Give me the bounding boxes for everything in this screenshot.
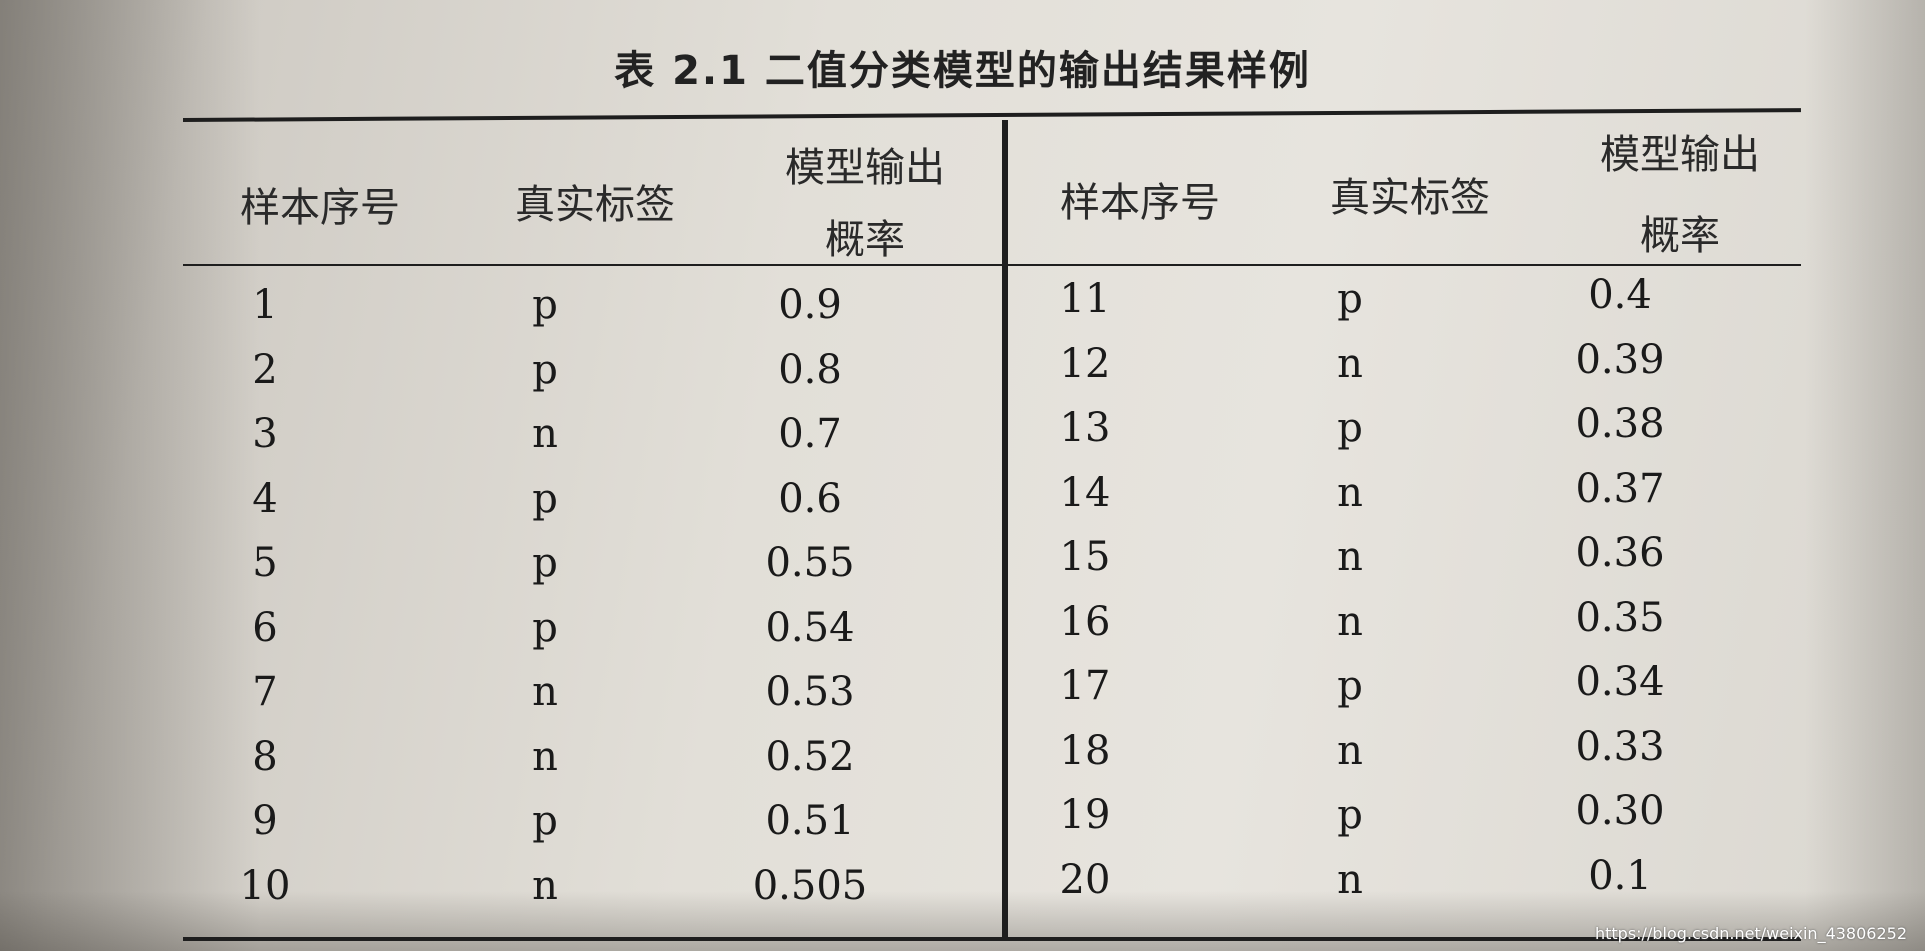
- true-label-cell-right: p: [1337, 405, 1363, 451]
- sample-id-cell-right: 17: [1059, 663, 1111, 709]
- true-label-cell-right: n: [1337, 469, 1363, 516]
- true-label-cell-right: n: [1337, 598, 1363, 645]
- true-label-cell-left: p: [532, 475, 558, 522]
- probability-cell-left: 0.8: [778, 346, 842, 393]
- true-label-cell-left: p: [532, 282, 558, 328]
- true-label-cell-left: p: [532, 346, 558, 393]
- page-shadow-left: [0, 0, 260, 951]
- probability-cell-right: 0.33: [1575, 723, 1665, 770]
- probability-cell-left: 0.54: [765, 604, 855, 651]
- sample-id-cell-right: 14: [1059, 469, 1111, 516]
- sample-id-cell-right: 19: [1059, 792, 1111, 838]
- probability-cell-right: 0.30: [1575, 788, 1665, 834]
- sample-id-cell-right: 11: [1059, 276, 1111, 322]
- table-bottom-rule: [183, 937, 1801, 941]
- true-label-cell-left: n: [532, 669, 558, 715]
- header-true-label-left: 真实标签: [515, 182, 675, 228]
- sample-id-cell-right: 20: [1059, 856, 1111, 903]
- sample-id-cell-left: 3: [252, 411, 278, 457]
- probability-cell-right: 0.39: [1575, 336, 1665, 383]
- probability-cell-left: 0.6: [778, 475, 842, 522]
- sample-id-cell-left: 1: [252, 282, 278, 328]
- sample-id-cell-left: 10: [239, 862, 291, 909]
- true-label-cell-left: n: [532, 411, 558, 457]
- true-label-cell-right: p: [1337, 792, 1363, 838]
- true-label-cell-right: n: [1337, 534, 1363, 580]
- true-label-cell-right: n: [1337, 856, 1363, 903]
- true-label-cell-right: n: [1337, 727, 1363, 774]
- header-probability-right: 概率: [1640, 213, 1720, 259]
- header-probability-left: 概率: [825, 217, 905, 263]
- sample-id-cell-right: 15: [1059, 534, 1111, 580]
- true-label-cell-left: p: [532, 798, 558, 844]
- watermark-text: https://blog.csdn.net/weixin_43806252: [1594, 924, 1907, 943]
- sample-id-cell-left: 6: [252, 604, 278, 651]
- sample-id-cell-left: 8: [252, 733, 278, 780]
- sample-id-cell-right: 12: [1059, 340, 1111, 387]
- true-label-cell-right: p: [1337, 663, 1363, 709]
- probability-cell-right: 0.35: [1575, 594, 1665, 641]
- probability-cell-left: 0.52: [765, 733, 855, 780]
- probability-cell-right: 0.1: [1588, 852, 1652, 899]
- probability-cell-left: 0.51: [765, 798, 855, 844]
- sample-id-cell-left: 5: [252, 540, 278, 586]
- probability-cell-left: 0.55: [765, 540, 855, 586]
- table-header-rule: [183, 264, 1801, 266]
- true-label-cell-left: p: [532, 540, 558, 586]
- probability-cell-right: 0.36: [1575, 530, 1665, 576]
- true-label-cell-right: n: [1337, 340, 1363, 387]
- page-shadow-bottom: [0, 891, 1925, 951]
- table-title: 表 2.1 二值分类模型的输出结果样例: [614, 48, 1311, 94]
- sample-id-cell-left: 9: [252, 798, 278, 844]
- header-true-label-right: 真实标签: [1330, 175, 1490, 221]
- header-sample-id-right: 样本序号: [1060, 180, 1220, 226]
- sample-id-cell-right: 13: [1059, 405, 1111, 451]
- true-label-cell-right: p: [1337, 276, 1363, 322]
- sample-id-cell-left: 7: [252, 669, 278, 715]
- probability-cell-right: 0.34: [1575, 659, 1665, 705]
- header-model-output-left: 模型输出: [785, 145, 945, 191]
- probability-cell-left: 0.505: [752, 862, 868, 909]
- true-label-cell-left: n: [532, 733, 558, 780]
- true-label-cell-left: n: [532, 862, 558, 909]
- sample-id-cell-right: 16: [1059, 598, 1111, 645]
- sample-id-cell-left: 2: [252, 346, 278, 393]
- header-model-output-right: 模型输出: [1600, 132, 1760, 178]
- probability-cell-left: 0.53: [765, 669, 855, 715]
- probability-cell-left: 0.9: [778, 282, 842, 328]
- page-shadow-right: [1805, 0, 1925, 951]
- probability-cell-right: 0.4: [1588, 272, 1652, 318]
- probability-cell-right: 0.38: [1575, 401, 1665, 447]
- header-sample-id-left: 样本序号: [240, 185, 400, 231]
- sample-id-cell-left: 4: [252, 475, 278, 522]
- table-double-divider: [1002, 120, 1008, 938]
- table-top-rule: [182, 108, 1801, 122]
- true-label-cell-left: p: [532, 604, 558, 651]
- probability-cell-left: 0.7: [778, 411, 842, 457]
- probability-cell-right: 0.37: [1575, 465, 1665, 512]
- sample-id-cell-right: 18: [1059, 727, 1111, 774]
